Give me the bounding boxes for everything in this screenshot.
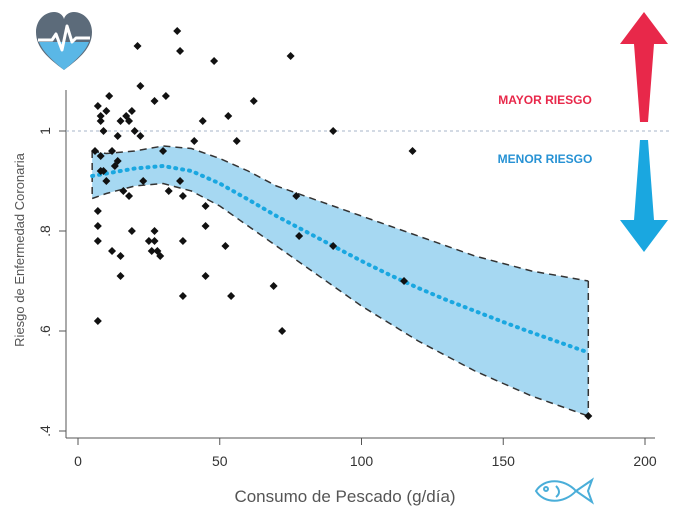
- x-tick-label: 100: [350, 453, 374, 469]
- data-point: [99, 127, 108, 135]
- data-point: [249, 97, 258, 105]
- data-point: [201, 202, 210, 210]
- data-point: [127, 107, 136, 115]
- y-tick-label: .6: [37, 325, 53, 337]
- data-point: [161, 92, 170, 100]
- y-axis-title: Riesgo de Enfermedad Coronaria: [12, 152, 27, 346]
- data-point: [178, 237, 187, 245]
- data-point: [116, 252, 125, 260]
- y-tick-label: .4: [37, 425, 53, 437]
- data-point: [584, 412, 593, 420]
- higher-risk-label: MAYOR RIESGO: [498, 93, 592, 107]
- data-point: [119, 187, 128, 195]
- data-point: [400, 277, 409, 285]
- data-point: [201, 272, 210, 280]
- data-point: [93, 237, 102, 245]
- data-point: [93, 222, 102, 230]
- data-point: [295, 232, 304, 240]
- data-point: [150, 227, 159, 235]
- data-point: [113, 132, 122, 140]
- data-point: [144, 237, 153, 245]
- data-point: [201, 222, 210, 230]
- data-point: [130, 127, 139, 135]
- data-point: [292, 192, 301, 200]
- data-point: [93, 102, 102, 110]
- data-point: [105, 92, 114, 100]
- y-tick-label: .8: [37, 225, 53, 237]
- data-point: [408, 147, 417, 155]
- data-point: [108, 247, 117, 255]
- data-point: [150, 237, 159, 245]
- data-point: [113, 157, 122, 165]
- data-point: [102, 107, 111, 115]
- data-point: [178, 192, 187, 200]
- lower-risk-label: MENOR RIESGO: [498, 152, 593, 166]
- down-arrow-icon: [620, 140, 668, 252]
- data-point: [96, 112, 105, 120]
- x-tick-label: 0: [74, 453, 82, 469]
- data-point: [329, 242, 338, 250]
- data-point: [232, 137, 241, 145]
- x-axis-title: Consumo de Pescado (g/día): [234, 487, 455, 506]
- data-point: [269, 282, 278, 290]
- data-point: [221, 242, 230, 250]
- data-point: [136, 82, 145, 90]
- data-point: [156, 252, 165, 260]
- data-point: [93, 207, 102, 215]
- x-tick-label: 150: [492, 453, 516, 469]
- data-point: [278, 327, 287, 335]
- x-tick-label: 50: [212, 453, 228, 469]
- x-tick-label: 200: [633, 453, 657, 469]
- data-point: [329, 127, 338, 135]
- data-point: [286, 52, 295, 60]
- data-point: [159, 147, 168, 155]
- data-point: [190, 137, 199, 145]
- data-point: [150, 97, 159, 105]
- data-point: [122, 112, 131, 120]
- data-point: [93, 317, 102, 325]
- data-point: [133, 42, 142, 50]
- data-point: [136, 132, 145, 140]
- data-point: [127, 227, 136, 235]
- data-point: [173, 27, 182, 35]
- data-point: [176, 177, 185, 185]
- ci-upper-line: [92, 145, 589, 282]
- data-point: [108, 147, 117, 155]
- data-point: [96, 117, 105, 125]
- data-point: [147, 247, 156, 255]
- fish-icon: [534, 477, 595, 505]
- data-point: [227, 292, 236, 300]
- data-point: [224, 112, 233, 120]
- data-point: [198, 117, 207, 125]
- data-point: [164, 187, 173, 195]
- data-point: [99, 167, 108, 175]
- data-point: [210, 57, 219, 65]
- y-tick-label: 1: [37, 127, 53, 135]
- up-arrow-icon: [620, 12, 668, 122]
- data-point: [96, 152, 105, 160]
- ci-lower-line: [91, 182, 589, 417]
- data-point: [125, 192, 134, 200]
- data-point: [116, 272, 125, 280]
- data-point: [116, 117, 125, 125]
- data-point: [176, 47, 185, 55]
- heart-pulse-icon: [36, 12, 92, 70]
- data-point: [125, 117, 134, 125]
- data-point: [178, 292, 187, 300]
- data-point: [91, 147, 100, 155]
- data-point: [102, 177, 111, 185]
- confidence-band: [92, 146, 589, 416]
- data-point: [139, 177, 148, 185]
